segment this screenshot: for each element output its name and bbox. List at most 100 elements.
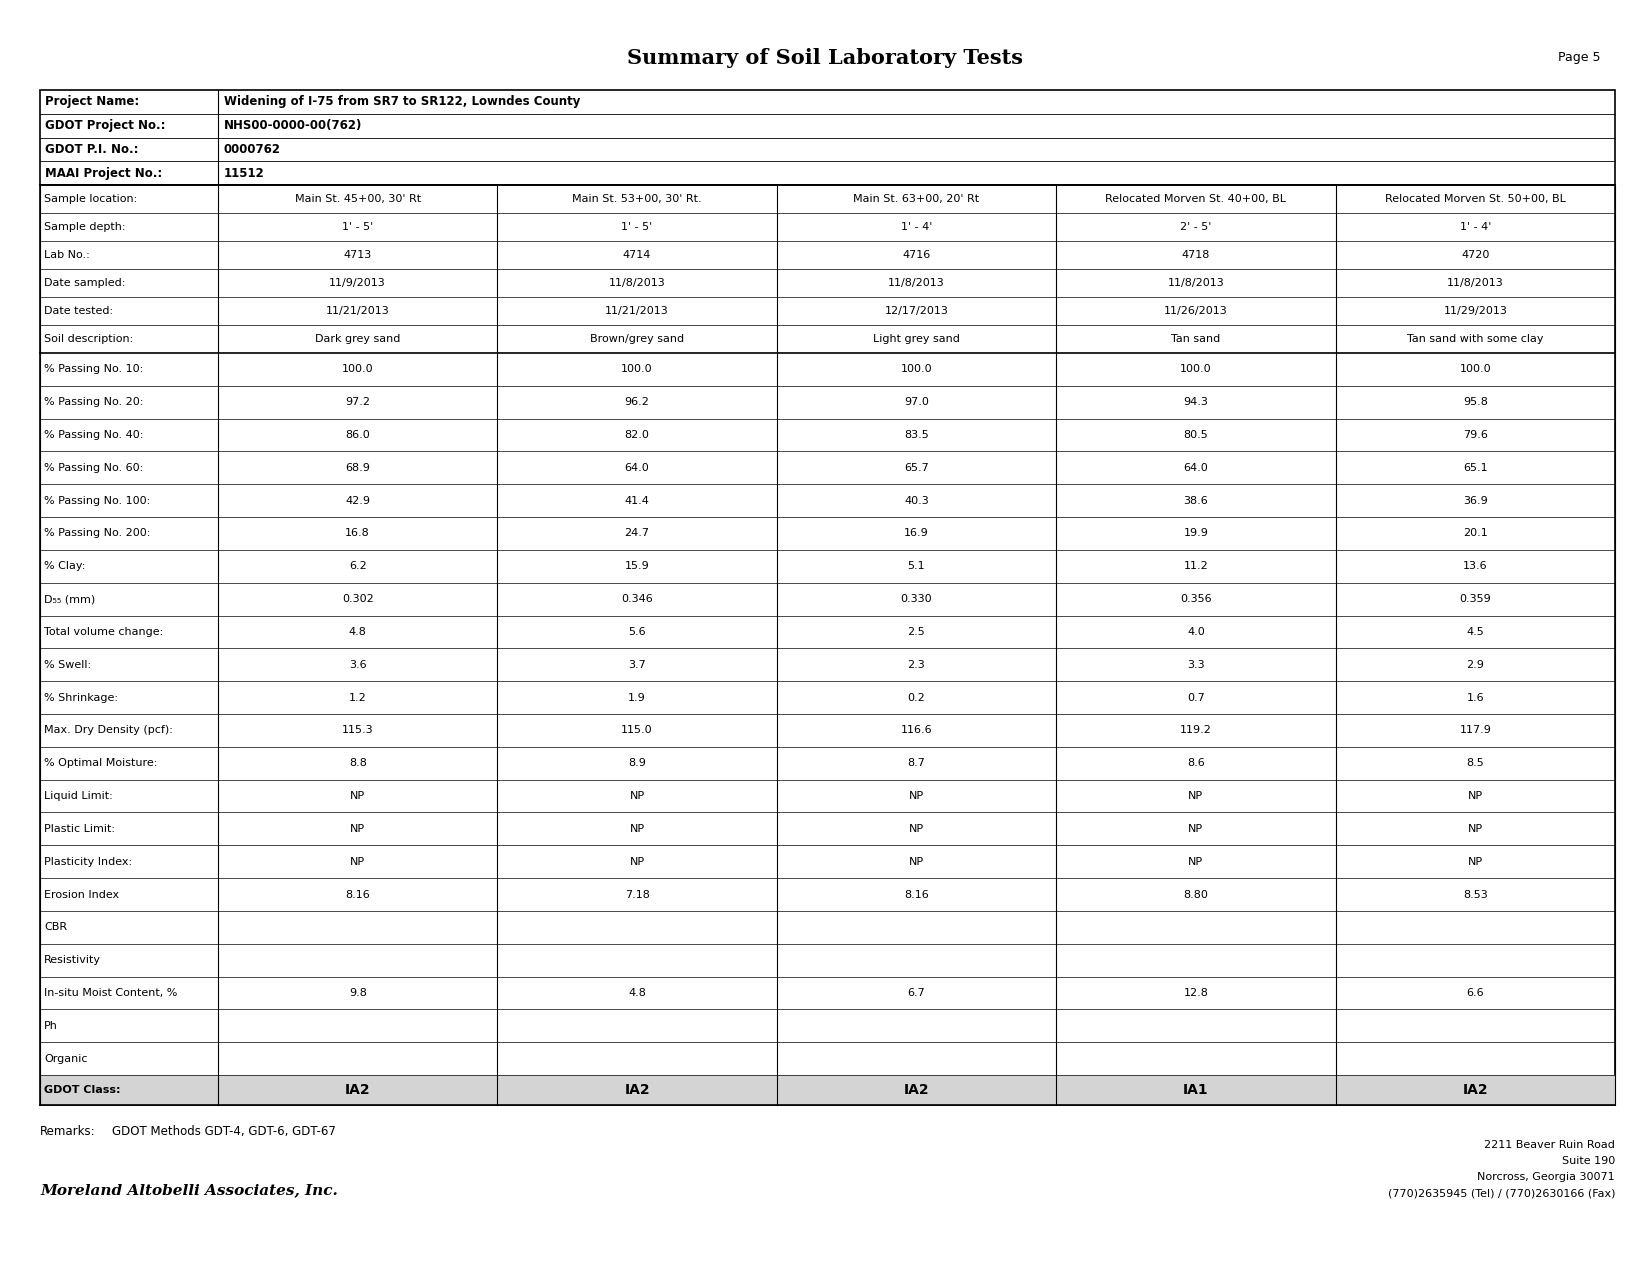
Text: % Passing No. 10:: % Passing No. 10: [45,365,144,375]
Text: 1' - 4': 1' - 4' [1459,222,1491,232]
Text: 11/21/2013: 11/21/2013 [606,306,669,316]
Text: 4.5: 4.5 [1466,627,1484,638]
Text: 11/29/2013: 11/29/2013 [1443,306,1507,316]
Text: 24.7: 24.7 [624,529,649,538]
Text: 4716: 4716 [903,250,931,260]
Text: Suite 190: Suite 190 [1562,1156,1615,1167]
Text: 8.16: 8.16 [905,890,930,899]
Text: 82.0: 82.0 [624,430,649,440]
Text: 95.8: 95.8 [1463,398,1488,407]
Text: 5.1: 5.1 [908,561,925,571]
Text: Tan sand with some clay: Tan sand with some clay [1407,334,1544,344]
Text: GDOT Class:: GDOT Class: [45,1085,121,1095]
Text: 4720: 4720 [1461,250,1489,260]
Text: 0000762: 0000762 [225,143,281,156]
Text: NP: NP [350,790,365,801]
Text: % Passing No. 60:: % Passing No. 60: [45,463,144,473]
Text: 11/21/2013: 11/21/2013 [325,306,390,316]
Text: 86.0: 86.0 [345,430,370,440]
Text: NP: NP [629,857,644,867]
Text: Main St. 63+00, 20' Rt: Main St. 63+00, 20' Rt [854,194,979,204]
Text: GDOT Project No.:: GDOT Project No.: [45,119,165,133]
Text: 12.8: 12.8 [1184,988,1209,998]
Text: % Clay:: % Clay: [45,561,86,571]
Text: Relocated Morven St. 40+00, BL: Relocated Morven St. 40+00, BL [1106,194,1286,204]
Text: 100.0: 100.0 [901,365,933,375]
Text: Project Name:: Project Name: [45,96,139,108]
Text: 116.6: 116.6 [901,725,933,736]
Text: IA2: IA2 [624,1082,650,1096]
Text: 100.0: 100.0 [342,365,373,375]
Text: IA2: IA2 [903,1082,930,1096]
Text: 3.3: 3.3 [1187,659,1205,669]
Text: MAAI Project No.:: MAAI Project No.: [45,167,162,180]
Text: 4.8: 4.8 [348,627,367,638]
Text: Light grey sand: Light grey sand [873,334,959,344]
Bar [40,91,1615,185]
Text: Lab No.:: Lab No.: [45,250,89,260]
Text: 0.359: 0.359 [1459,594,1491,604]
Text: 16.9: 16.9 [905,529,930,538]
Text: % Optimal Moisture:: % Optimal Moisture: [45,759,157,769]
Text: Plastic Limit:: Plastic Limit: [45,824,116,834]
Text: 79.6: 79.6 [1463,430,1488,440]
Text: 119.2: 119.2 [1180,725,1212,736]
Text: 8.6: 8.6 [1187,759,1205,769]
Text: 11/9/2013: 11/9/2013 [329,278,386,288]
Text: Brown/grey sand: Brown/grey sand [589,334,684,344]
Text: 9.8: 9.8 [348,988,367,998]
Text: 11.2: 11.2 [1184,561,1209,571]
Text: 8.80: 8.80 [1184,890,1209,899]
Text: 97.2: 97.2 [345,398,370,407]
Text: 40.3: 40.3 [905,496,930,506]
Text: 8.9: 8.9 [627,759,646,769]
Text: In-situ Moist Content, %: In-situ Moist Content, % [45,988,177,998]
Text: NP: NP [910,790,925,801]
Text: Main St. 45+00, 30' Rt: Main St. 45+00, 30' Rt [294,194,421,204]
Text: % Passing No. 100:: % Passing No. 100: [45,496,150,506]
Text: 65.1: 65.1 [1463,463,1488,473]
Text: 3.7: 3.7 [629,659,646,669]
Text: 6.7: 6.7 [908,988,925,998]
Text: Remarks:: Remarks: [40,1125,96,1139]
Text: Erosion Index: Erosion Index [45,890,119,899]
Text: 36.9: 36.9 [1463,496,1488,506]
Text: 6.6: 6.6 [1466,988,1484,998]
Text: 83.5: 83.5 [905,430,930,440]
Text: 0.356: 0.356 [1180,594,1212,604]
Text: 6.2: 6.2 [348,561,367,571]
Text: 65.7: 65.7 [905,463,930,473]
Text: 11/8/2013: 11/8/2013 [609,278,665,288]
Text: Plasticity Index:: Plasticity Index: [45,857,132,867]
Text: Relocated Morven St. 50+00, BL: Relocated Morven St. 50+00, BL [1385,194,1565,204]
Text: 1.2: 1.2 [348,692,367,703]
Text: Page 5: Page 5 [1557,51,1600,65]
Text: Moreland Altobelli Associates, Inc.: Moreland Altobelli Associates, Inc. [40,1183,338,1197]
Text: Soil description:: Soil description: [45,334,134,344]
Text: 1.6: 1.6 [1466,692,1484,703]
Text: Main St. 53+00, 30' Rt.: Main St. 53+00, 30' Rt. [573,194,702,204]
Text: % Shrinkage:: % Shrinkage: [45,692,117,703]
Text: 0.302: 0.302 [342,594,373,604]
Text: % Passing No. 200:: % Passing No. 200: [45,529,150,538]
Text: 4.0: 4.0 [1187,627,1205,638]
Text: 13.6: 13.6 [1463,561,1488,571]
Text: 5.6: 5.6 [629,627,646,638]
Text: IA1: IA1 [1184,1082,1209,1096]
Text: 7.18: 7.18 [624,890,649,899]
Text: 11512: 11512 [225,167,264,180]
Text: 97.0: 97.0 [905,398,930,407]
Text: 2.3: 2.3 [908,659,925,669]
Text: 115.3: 115.3 [342,725,373,736]
Text: 100.0: 100.0 [621,365,652,375]
Text: 0.2: 0.2 [908,692,925,703]
Text: 2211 Beaver Ruin Road: 2211 Beaver Ruin Road [1484,1140,1615,1150]
Text: Date tested:: Date tested: [45,306,114,316]
Text: 2' - 5': 2' - 5' [1180,222,1212,232]
Text: 64.0: 64.0 [624,463,649,473]
Text: 100.0: 100.0 [1180,365,1212,375]
Text: NHS00-0000-00(762): NHS00-0000-00(762) [225,119,362,133]
Text: D₅₅ (mm): D₅₅ (mm) [45,594,96,604]
Text: % Passing No. 40:: % Passing No. 40: [45,430,144,440]
Text: GDOT Methods GDT-4, GDT-6, GDT-67: GDOT Methods GDT-4, GDT-6, GDT-67 [112,1125,335,1139]
